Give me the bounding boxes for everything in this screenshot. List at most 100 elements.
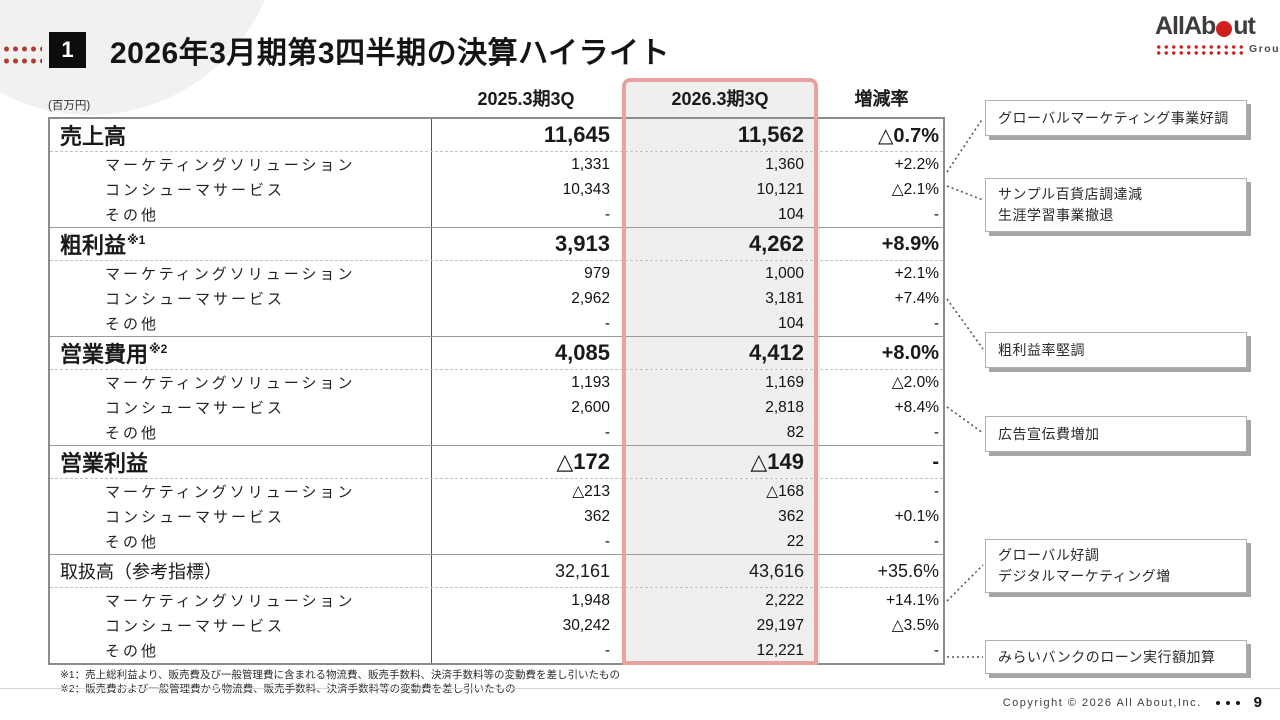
section-gross-profit: 粗利益 ※1 3,913 4,262 +8.9% マーケティングソリューション 9… (50, 227, 943, 336)
table-row: その他 - 22 - (50, 529, 943, 554)
value-prev: 11,645 (543, 122, 610, 147)
value-curr: 11,562 (624, 119, 820, 151)
value-rate: +2.1% (894, 264, 939, 282)
table-row: その他 - 104 - (50, 202, 943, 227)
row-label: マーケティングソリューション (105, 484, 356, 501)
row-label: コンシューマサービス (105, 182, 286, 199)
value-prev: - (604, 205, 610, 223)
row-label: 営業利益 (60, 451, 149, 476)
value-curr: 104 (624, 311, 820, 336)
row-label: コンシューマサービス (105, 291, 286, 308)
value-prev: 30,242 (562, 616, 610, 634)
table-row: コンシューマサービス 2,962 3,181 +7.4% (50, 286, 943, 311)
footnote-1: ※1：売上総利益より、販売費及び一般管理費に含まれる物流費、販売手数料、決済手数… (60, 669, 621, 681)
table-row: その他 - 104 - (50, 311, 943, 336)
value-curr: 1,000 (624, 261, 820, 286)
value-rate: +8.0% (881, 341, 939, 364)
value-curr: 4,412 (624, 337, 820, 369)
row-label: マーケティングソリューション (105, 266, 356, 283)
table-row: その他 - 82 - (50, 420, 943, 445)
slide-number-badge: 1 (49, 32, 86, 68)
row-label: マーケティングソリューション (105, 593, 356, 610)
row-label: 取扱高（参考指標） (60, 562, 222, 582)
company-logo: AllAb ut Group (1155, 12, 1280, 55)
annotation-global-digital: グローバル好調 デジタルマーケティング増 (985, 539, 1247, 593)
page-number: 9 (1253, 694, 1262, 711)
value-rate: +8.9% (881, 232, 939, 255)
value-rate: - (933, 314, 939, 332)
value-prev: 10,343 (562, 180, 610, 198)
column-header-2026-highlight: 2026.3期3Q (622, 78, 818, 117)
table-row: マーケティングソリューション 1,948 2,222 +14.1% (50, 588, 943, 613)
value-curr: △168 (624, 479, 820, 504)
row-label: その他 (105, 316, 160, 333)
value-prev: 362 (584, 507, 610, 525)
logo-dots-pattern (1155, 43, 1243, 55)
value-curr: 43,616 (624, 555, 820, 587)
footnote-2: ※2：販売費および一般管理費から物流費、販売手数料、決済手数料等の変動費を差し引… (60, 683, 516, 695)
value-curr: △149 (624, 446, 820, 478)
value-rate: +14.1% (885, 591, 939, 609)
value-rate: - (933, 532, 939, 550)
table-row: 取扱高（参考指標） 32,161 43,616 +35.6% (50, 555, 943, 588)
value-rate: - (933, 423, 939, 441)
value-prev: 1,193 (571, 373, 610, 391)
value-curr: 29,197 (624, 613, 820, 638)
table-row: マーケティングソリューション 1,193 1,169 △2.0% (50, 370, 943, 395)
row-label: 売上高 (60, 124, 127, 149)
annotation-global-marketing: グローバルマーケティング事業好調 (985, 100, 1247, 136)
value-prev: 2,600 (571, 398, 610, 416)
value-prev: 1,331 (571, 155, 610, 173)
section-operating-expenses: 営業費用 ※2 4,085 4,412 +8.0% マーケティングソリューション … (50, 336, 943, 445)
table-row: コンシューマサービス 30,242 29,197 △3.5% (50, 613, 943, 638)
page-title: 2026年3月期第3四半期の決算ハイライト (110, 37, 671, 70)
section-operating-profit: 営業利益 △172 △149 - マーケティングソリューション △213 △16… (50, 445, 943, 554)
table-row: 営業利益 △172 △149 - (50, 446, 943, 479)
row-label: コンシューマサービス (105, 618, 286, 635)
value-rate: △2.0% (891, 374, 939, 391)
annotation-gross-margin: 粗利益率堅調 (985, 332, 1247, 368)
value-rate: +8.4% (894, 398, 939, 416)
value-rate: - (933, 641, 939, 659)
logo-group-label: Group (1249, 43, 1280, 55)
table-row: マーケティングソリューション △213 △168 - (50, 479, 943, 504)
value-prev: 4,085 (554, 340, 610, 365)
value-rate: △0.7% (878, 124, 939, 147)
value-curr: 22 (624, 529, 820, 554)
footer-dots-decoration (1215, 700, 1240, 705)
table-row: 粗利益 ※1 3,913 4,262 +8.9% (50, 228, 943, 261)
value-rate: - (933, 205, 939, 223)
row-label: マーケティングソリューション (105, 157, 356, 174)
value-prev: - (604, 314, 610, 332)
table-row: マーケティングソリューション 1,331 1,360 +2.2% (50, 152, 943, 177)
value-prev: △172 (556, 449, 610, 474)
value-prev: 979 (584, 264, 610, 282)
value-curr: 2,818 (624, 395, 820, 420)
value-prev: 2,962 (571, 289, 610, 307)
row-label: 営業費用 (60, 342, 149, 367)
column-header-2025: 2025.3期3Q (477, 89, 575, 109)
value-rate: +7.4% (894, 289, 939, 307)
logo-text-right: ut (1233, 12, 1256, 40)
table-row: コンシューマサービス 362 362 +0.1% (50, 504, 943, 529)
value-curr: 4,262 (624, 228, 820, 260)
value-curr: 12,221 (624, 638, 820, 663)
value-curr: 2,222 (624, 588, 820, 613)
logo-text-left: AllAb (1155, 12, 1216, 40)
value-rate: +2.2% (894, 155, 939, 173)
value-prev: - (604, 532, 610, 550)
value-curr: 82 (624, 420, 820, 445)
table-row: コンシューマサービス 10,343 10,121 △2.1% (50, 177, 943, 202)
table-row: その他 - 12,221 - (50, 638, 943, 663)
value-curr: 10,121 (624, 177, 820, 202)
note-ref: ※2 (149, 342, 168, 356)
footer-divider (0, 688, 1280, 689)
value-rate: +35.6% (877, 560, 939, 581)
section-revenue: 売上高 11,645 11,562 △0.7% マーケティングソリューション 1… (50, 119, 943, 227)
table-row: マーケティングソリューション 979 1,000 +2.1% (50, 261, 943, 286)
value-curr: 1,169 (624, 370, 820, 395)
row-label: コンシューマサービス (105, 509, 286, 526)
value-rate: +0.1% (894, 507, 939, 525)
footnotes: ※1：売上総利益より、販売費及び一般管理費に含まれる物流費、販売手数料、決済手数… (60, 668, 620, 696)
